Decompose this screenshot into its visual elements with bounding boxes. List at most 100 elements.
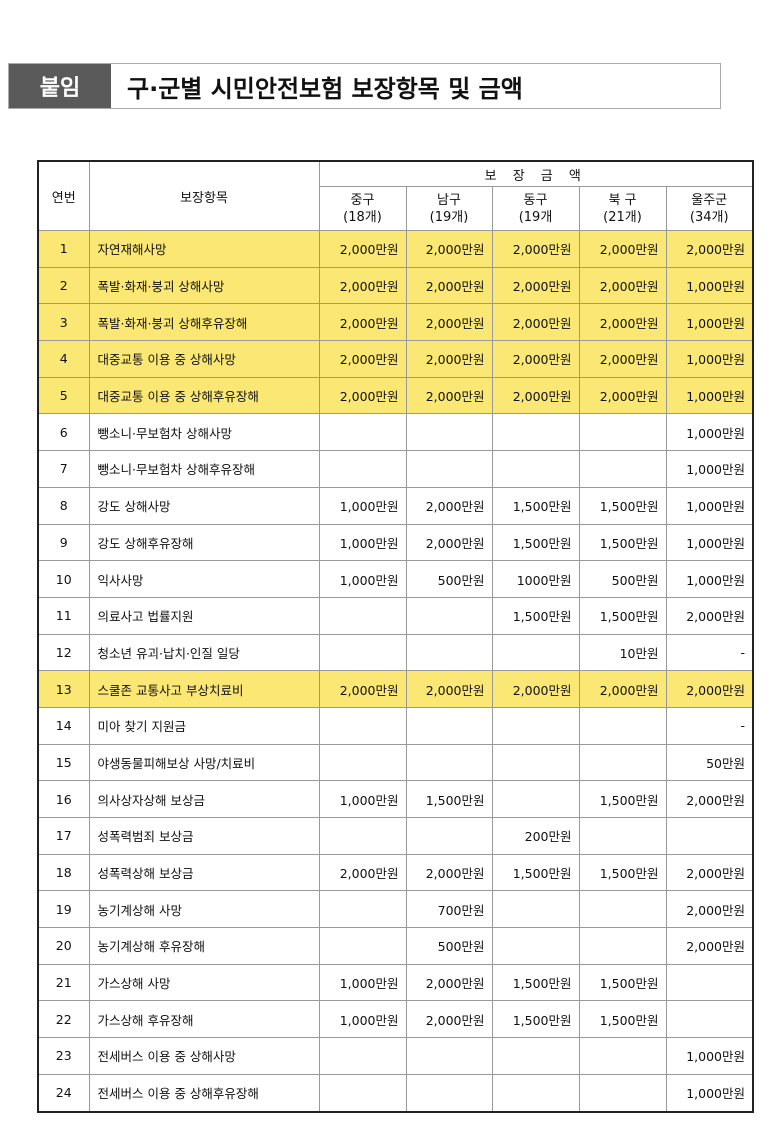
amount-cell: - (665, 633, 754, 672)
amount-cell (318, 743, 407, 782)
amount-cell (318, 413, 407, 452)
amount-cell (578, 890, 667, 929)
amount-cell: 2,000만원 (405, 670, 493, 708)
amount-cell: 1,500만원 (578, 963, 667, 1002)
row-no: 15 (37, 743, 90, 782)
table-row: 5 대중교통 이용 중 상해후유장해 2,000만원 2,000만원 2,000만원 2,… (37, 376, 754, 415)
amount-cell: 2,000만원 (491, 670, 580, 708)
amount-cell: 1,000만원 (665, 340, 754, 378)
row-item: 폭발·화재·붕괴 상해사망 (88, 266, 320, 305)
amount-cell: 1,000만원 (318, 523, 407, 562)
row-item: 농기계상해 후유장해 (88, 927, 320, 965)
district-count: (19개) (429, 209, 469, 225)
row-no: 19 (37, 890, 90, 929)
row-item: 가스상해 사망 (88, 963, 320, 1002)
amount-cell (318, 817, 407, 855)
district-name: 동구 (523, 192, 548, 208)
table-row: 22 가스상해 후유장해 1,000만원 2,000만원 1,500만원 1,500만원 (37, 1000, 754, 1039)
row-item: 대중교통 이용 중 상해후유장해 (88, 376, 320, 415)
amount-cell (491, 450, 580, 488)
amount-cell: 1,000만원 (665, 266, 754, 305)
amount-cell: 2,000만원 (318, 376, 407, 415)
amount-cell: 1,500만원 (578, 780, 667, 818)
header-district: 중구 (18개) (318, 186, 407, 231)
amount-cell (491, 743, 580, 782)
header-item: 보장항목 (88, 160, 320, 231)
amount-cell (578, 1073, 667, 1113)
amount-cell: 1,500만원 (491, 486, 580, 525)
amount-cell (491, 706, 580, 745)
district-name: 울주군 (691, 192, 728, 208)
row-item: 강도 상해후유장해 (88, 523, 320, 562)
amount-cell (491, 890, 580, 929)
amount-cell: 1,500만원 (578, 596, 667, 635)
amount-cell (491, 1073, 580, 1113)
amount-cell: 2,000만원 (405, 376, 493, 415)
amount-cell: 1,000만원 (318, 560, 407, 598)
row-no: 2 (37, 266, 90, 305)
amount-cell: 2,000만원 (318, 853, 407, 892)
row-no: 12 (37, 633, 90, 672)
amount-cell: 2,000만원 (578, 376, 667, 415)
amount-cell (491, 927, 580, 965)
coverage-table: 연번 보장항목 보 장 금 액 중구 (18개) 남구 (19개) 동구 (19개 북 구(… (37, 160, 754, 1113)
amount-cell: 2,000만원 (405, 303, 493, 342)
amount-cell: 500만원 (405, 560, 493, 598)
table-row: 12 청소년 유괴·납치·인질 일당 10만원 - (37, 633, 754, 672)
row-no: 13 (37, 670, 90, 708)
amount-cell: 2,000만원 (405, 266, 493, 305)
amount-cell (665, 817, 754, 855)
amount-cell: 2,000만원 (405, 230, 493, 268)
amount-cell: 2,000만원 (578, 230, 667, 268)
amount-cell: 2,000만원 (665, 853, 754, 892)
amount-cell: 2,000만원 (491, 303, 580, 342)
amount-cell: 2,000만원 (405, 486, 493, 525)
amount-cell: 2,000만원 (318, 303, 407, 342)
table-row: 4 대중교통 이용 중 상해사망 2,000만원 2,000만원 2,000만원 2,00… (37, 340, 754, 378)
attachment-tag: 붙임 (9, 64, 111, 108)
row-item: 가스상해 후유장해 (88, 1000, 320, 1039)
amount-cell: 10만원 (578, 633, 667, 672)
row-no: 22 (37, 1000, 90, 1039)
amount-cell: 1000만원 (491, 560, 580, 598)
amount-cell: 1,000만원 (665, 1073, 754, 1113)
amount-cell: 1,000만원 (665, 1037, 754, 1075)
row-item: 뺑소니·무보험차 상해후유장해 (88, 450, 320, 488)
table-row: 24 전세버스 이용 중 상해후유장해 1,000만원 (37, 1073, 754, 1113)
amount-cell: 1,000만원 (318, 780, 407, 818)
amount-cell: 1,500만원 (578, 486, 667, 525)
amount-cell: 2,000만원 (405, 1000, 493, 1039)
row-item: 미아 찾기 지원금 (88, 706, 320, 745)
row-item: 성폭력상해 보상금 (88, 853, 320, 892)
district-count: (21개) (603, 209, 642, 225)
amount-cell: 2,000만원 (665, 927, 754, 965)
amount-cell: 2,000만원 (578, 303, 667, 342)
row-item: 전세버스 이용 중 상해사망 (88, 1037, 320, 1075)
row-item: 전세버스 이용 중 상해후유장해 (88, 1073, 320, 1113)
table-row: 9 강도 상해후유장해 1,000만원 2,000만원 1,500만원 1,500만원 1,… (37, 523, 754, 562)
table-row: 16 의사상자상해 보상금 1,000만원 1,500만원 1,500만원 2,000만원 (37, 780, 754, 818)
amount-cell: 2,000만원 (665, 230, 754, 268)
amount-cell: 1,000만원 (665, 413, 754, 452)
amount-cell: 2,000만원 (405, 523, 493, 562)
amount-cell (405, 743, 493, 782)
amount-cell: 1,000만원 (665, 560, 754, 598)
amount-cell (578, 817, 667, 855)
amount-cell: 500만원 (578, 560, 667, 598)
amount-cell: 1,500만원 (578, 523, 667, 562)
page-title: 구·군별 시민안전보험 보장항목 및 금액 (127, 74, 523, 103)
amount-cell: 1,500만원 (491, 963, 580, 1002)
table-row: 6 뺑소니·무보험차 상해사망 1,000만원 (37, 413, 754, 452)
amount-cell: 1,500만원 (491, 853, 580, 892)
amount-cell (578, 450, 667, 488)
header-amount: 보 장 금 액 (318, 160, 754, 187)
amount-cell: 1,000만원 (318, 486, 407, 525)
title-box: 붙임 구·군별 시민안전보험 보장항목 및 금액 (8, 63, 721, 109)
amount-cell: 2,000만원 (578, 266, 667, 305)
amount-cell (578, 927, 667, 965)
row-no: 10 (37, 560, 90, 598)
district-name: 중구 (350, 192, 375, 208)
amount-cell (318, 706, 407, 745)
amount-cell (405, 1073, 493, 1113)
district-count: (34개) (689, 209, 729, 225)
